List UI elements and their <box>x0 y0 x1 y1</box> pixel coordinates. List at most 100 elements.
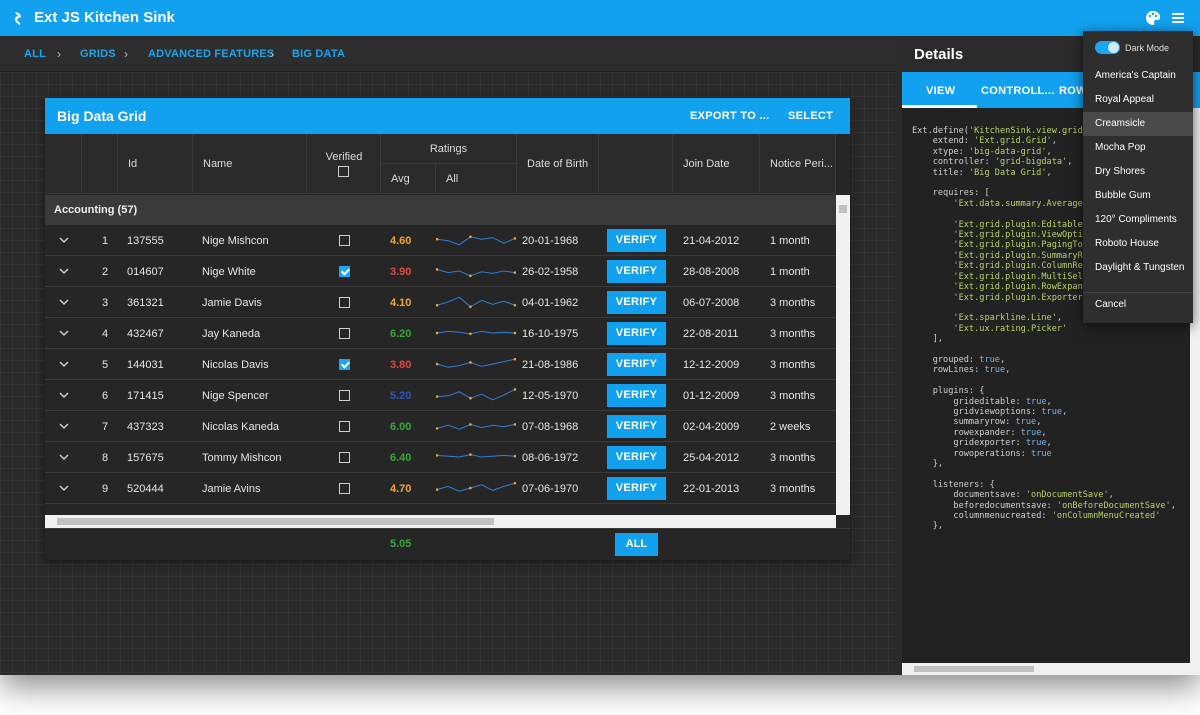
cell-join-date: 25-04-2012 <box>683 452 740 464</box>
chevron-down-icon[interactable] <box>58 327 70 339</box>
select-button[interactable]: SELECT <box>788 110 834 122</box>
theme-menu-item[interactable]: Royal Appeal <box>1095 94 1154 105</box>
tab-controller[interactable]: CONTROLL... <box>981 85 1055 97</box>
table-row[interactable]: 1 137555 Nige Mishcon 4.60 20-01-1968 VERIFY 2… <box>45 225 836 256</box>
column-header-name[interactable]: Name <box>193 134 307 194</box>
verified-checkbox[interactable] <box>339 297 350 308</box>
theme-menu-item[interactable]: Daylight & Tungsten <box>1095 262 1185 273</box>
table-row[interactable]: 7 437323 Nicolas Kaneda 6.00 07-08-1968 VERIF… <box>45 411 836 442</box>
horizontal-scroll-thumb[interactable] <box>57 518 494 525</box>
theme-menu-item[interactable]: Bubble Gum <box>1095 190 1151 201</box>
sparkline-line <box>436 482 516 492</box>
chevron-down-icon[interactable] <box>58 389 70 401</box>
verify-button[interactable]: VERIFY <box>607 291 666 314</box>
theme-menu-item[interactable]: America's Captain <box>1095 70 1176 81</box>
verify-button[interactable]: VERIFY <box>607 322 666 345</box>
column-header-actions[interactable] <box>599 134 673 194</box>
sparkline-point <box>436 488 439 491</box>
verified-checkbox[interactable] <box>339 235 350 246</box>
sparkline-point <box>469 361 472 364</box>
verified-checkbox[interactable] <box>339 328 350 339</box>
sparkline-line <box>436 358 516 368</box>
vertical-scroll-thumb[interactable] <box>839 205 847 213</box>
theme-menu-item[interactable]: Roboto House <box>1095 238 1159 249</box>
cell-notice-period: 3 months <box>770 297 816 309</box>
verified-checkbox[interactable] <box>339 483 350 494</box>
verified-checkbox[interactable] <box>339 266 350 277</box>
sparkline <box>436 235 516 246</box>
row-number: 7 <box>102 421 109 433</box>
cell-join-date: 28-08-2008 <box>683 266 740 278</box>
cell-avg-rating: 4.60 <box>390 235 412 247</box>
verified-checkbox[interactable] <box>339 452 350 463</box>
theme-menu-item[interactable]: Creamsicle <box>1083 112 1193 136</box>
table-row[interactable]: 8 157675 Tommy Mishcon 6.40 08-06-1972 VERIFY… <box>45 442 836 473</box>
column-header-rownumber[interactable] <box>82 134 118 194</box>
chevron-down-icon[interactable] <box>58 451 70 463</box>
verified-checkbox[interactable] <box>339 421 350 432</box>
chevron-down-icon[interactable] <box>58 358 70 370</box>
verify-button[interactable]: VERIFY <box>607 353 666 376</box>
cell-name: Nige White <box>202 266 256 278</box>
palette-icon[interactable] <box>1145 10 1161 26</box>
theme-menu-item[interactable]: Mocha Pop <box>1095 142 1146 153</box>
cell-notice-period: 3 months <box>770 452 816 464</box>
column-header-dob[interactable]: Date of Birth <box>517 134 599 194</box>
column-header-id[interactable]: Id <box>118 134 193 194</box>
verify-all-button[interactable]: ALL <box>615 533 658 556</box>
menu-icon[interactable] <box>1170 10 1186 26</box>
code-horizontal-thumb[interactable] <box>914 666 1034 672</box>
tab-view[interactable]: VIEW <box>926 85 956 97</box>
table-row[interactable]: 4 432467 Jay Kaneda 6.20 16-10-1975 VERIFY 22-… <box>45 318 836 349</box>
chevron-down-icon[interactable] <box>58 265 70 277</box>
breadcrumb: ALL › GRIDS › ADVANCED FEATURES › BIG DA… <box>0 36 896 72</box>
sparkline-point <box>513 357 516 361</box>
cell-notice-period: 2 weeks <box>770 421 811 433</box>
theme-menu-item[interactable]: 120° Compliments <box>1095 214 1177 225</box>
column-header-avg[interactable]: Avg <box>381 164 436 194</box>
breadcrumb-all[interactable]: ALL <box>24 48 46 60</box>
verify-button[interactable]: VERIFY <box>607 477 666 500</box>
chevron-down-icon[interactable] <box>58 234 70 246</box>
verify-button[interactable]: VERIFY <box>607 415 666 438</box>
dark-mode-toggle[interactable] <box>1095 41 1120 54</box>
verify-button[interactable]: VERIFY <box>607 446 666 469</box>
export-button[interactable]: EXPORT TO ... <box>690 110 770 122</box>
column-header-verified[interactable]: Verified <box>307 134 381 194</box>
verified-checkbox[interactable] <box>339 359 350 370</box>
column-header-join-date[interactable]: Join Date <box>673 134 760 194</box>
breadcrumb-big-data[interactable]: BIG DATA <box>292 48 346 60</box>
chevron-down-icon[interactable] <box>58 420 70 432</box>
chevron-down-icon[interactable] <box>58 482 70 494</box>
code-vertical-scrollbar[interactable] <box>1190 108 1200 663</box>
verified-checkbox[interactable] <box>339 390 350 401</box>
verify-button[interactable]: VERIFY <box>607 384 666 407</box>
tab-row[interactable]: ROW <box>1059 85 1087 97</box>
grid-vertical-scrollbar[interactable] <box>836 195 850 515</box>
code-horizontal-scrollbar[interactable] <box>902 663 1200 675</box>
verify-button[interactable]: VERIFY <box>607 260 666 283</box>
table-row[interactable]: 9 520444 Jamie Avins 4.70 07-06-1970 VERIFY 22… <box>45 473 836 504</box>
table-row[interactable]: 6 171415 Nige Spencer 5.20 12-05-1970 VERIFY 0… <box>45 380 836 411</box>
breadcrumb-advanced-features[interactable]: ADVANCED FEATURES <box>148 48 275 60</box>
sparkline <box>436 388 516 401</box>
cancel-menu-item[interactable]: Cancel <box>1095 299 1127 310</box>
column-header-expander[interactable] <box>45 134 82 194</box>
row-number: 8 <box>102 452 109 464</box>
cell-id: 520444 <box>127 483 164 495</box>
table-row[interactable]: 5 144031 Nicolas Davis 3.80 21-08-1986 VERIFY… <box>45 349 836 380</box>
title-bar: Ext JS Kitchen Sink <box>0 0 1200 36</box>
sparkline-point <box>469 453 472 456</box>
table-row[interactable]: 2 014607 Nige White 3.90 26-02-1958 VERIFY 28-… <box>45 256 836 287</box>
breadcrumb-grids[interactable]: GRIDS <box>80 48 116 60</box>
theme-menu-item[interactable]: Dry Shores <box>1095 166 1146 177</box>
grid-horizontal-scrollbar[interactable] <box>45 515 836 528</box>
verified-all-checkbox[interactable] <box>338 166 349 177</box>
verify-button[interactable]: VERIFY <box>607 229 666 252</box>
table-row[interactable]: 3 361321 Jamie Davis 4.10 04-01-1962 VERIFY 06… <box>45 287 836 318</box>
group-header[interactable]: Accounting (57) <box>45 195 836 225</box>
chevron-down-icon[interactable] <box>58 296 70 308</box>
sparkline-line <box>436 330 516 335</box>
column-header-all[interactable]: All <box>436 164 517 194</box>
column-header-notice-period[interactable]: Notice Peri... <box>760 134 836 194</box>
